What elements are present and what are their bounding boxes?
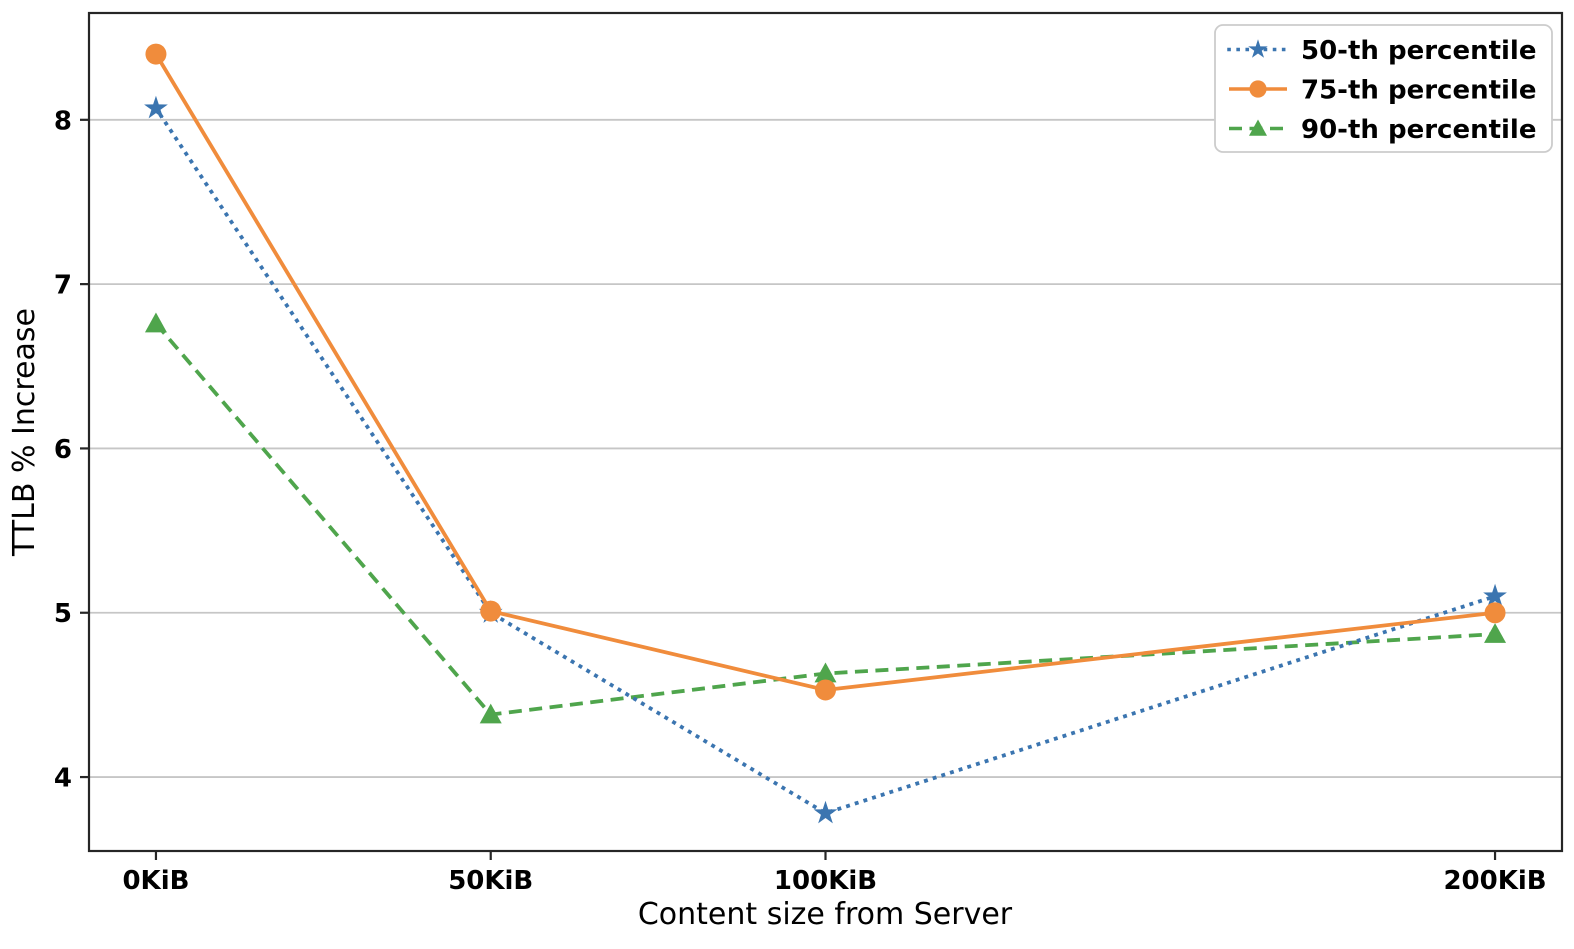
x-tick-label-100kib: 100KiB <box>774 866 877 896</box>
x-tick-label-0kib: 0KiB <box>122 866 189 896</box>
triangle-marker <box>144 312 167 333</box>
legend: 50-th percentile 75-th percentile 90-th pe… <box>1214 24 1553 153</box>
circle-marker <box>480 600 502 622</box>
triangle-marker <box>1248 119 1268 136</box>
star-marker <box>144 95 168 119</box>
series-line-90-th-percentile <box>154 322 1496 717</box>
triangle-marker <box>479 703 502 724</box>
legend-label-90-th-percentile: 90-th percentile <box>1301 115 1536 145</box>
star-marker <box>1483 583 1507 607</box>
y-tick-label-5: 5 <box>54 599 72 629</box>
circle-marker <box>145 43 167 65</box>
star-marker <box>813 800 838 824</box>
legend-label-75-th-percentile: 75-th percentile <box>1301 76 1536 106</box>
series-50-th-percentile <box>144 95 1507 824</box>
star-marker <box>1248 39 1268 58</box>
legend-item-75-th-percentile: 75-th percentile <box>1229 76 1536 106</box>
y-tick-label-4: 4 <box>54 764 72 794</box>
x-axis-label: Content size from Server <box>638 897 1013 932</box>
circle-marker <box>1249 80 1267 98</box>
triangle-marker <box>814 662 837 683</box>
axes-box <box>87 11 1564 853</box>
y-tick-label-7: 7 <box>54 271 72 301</box>
y-tick-label-8: 8 <box>54 106 72 136</box>
x-tick-label-200kib: 200KiB <box>1443 866 1546 896</box>
series-layer <box>144 43 1507 824</box>
y-tick-label-6: 6 <box>54 435 72 465</box>
circle-marker <box>1484 602 1506 624</box>
legend-item-90-th-percentile: 90-th percentile <box>1229 115 1536 145</box>
series-75-th-percentile <box>145 43 1506 701</box>
circle-marker <box>815 679 836 701</box>
legend-box <box>1214 24 1553 153</box>
series-line-50-th-percentile <box>153 105 1498 816</box>
series-90-th-percentile <box>144 312 1507 724</box>
y-axis-label: TTLB % Increase <box>7 308 42 557</box>
legend-item-50-th-percentile: 50-th percentile <box>1227 36 1536 66</box>
triangle-marker <box>1484 623 1507 643</box>
axes-layer: 4 5 6 7 8 0KiB 50KiB 100KiB 200KiB <box>54 11 1564 896</box>
x-tick-label-50kib: 50KiB <box>448 866 533 896</box>
grid-layer <box>89 118 1562 778</box>
series-line-75-th-percentile <box>154 53 1496 692</box>
legend-label-50-th-percentile: 50-th percentile <box>1301 36 1536 66</box>
